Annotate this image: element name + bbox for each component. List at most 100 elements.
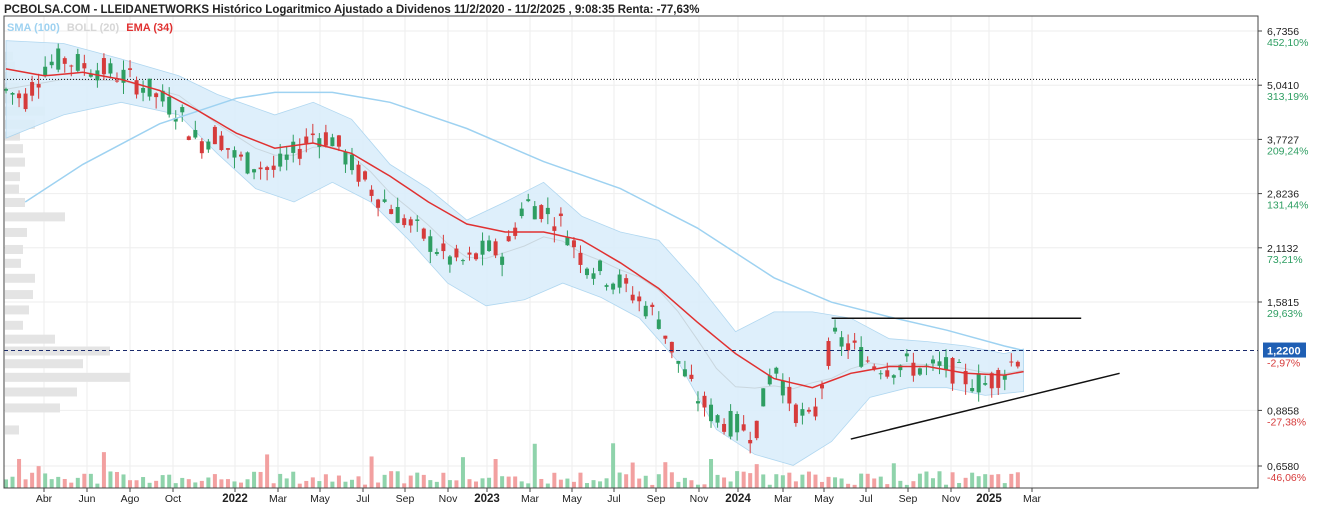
volume-profile-bar — [5, 212, 65, 222]
volume-bar — [891, 463, 896, 488]
current-price-box — [1263, 342, 1306, 358]
volume-bar — [4, 479, 8, 488]
volume-bar — [480, 478, 485, 488]
candle-body — [49, 61, 54, 66]
volume-profile-bar — [5, 346, 110, 356]
candle-body — [865, 360, 870, 362]
volume-bar — [904, 484, 909, 488]
volume-bar — [193, 482, 198, 488]
volume-bar — [382, 474, 387, 488]
volume-bar — [630, 462, 635, 488]
y-tick-price-label: 0,8858 — [1267, 405, 1299, 417]
volume-bar — [571, 481, 576, 488]
volume-bar — [1015, 472, 1020, 488]
volume-bar — [558, 479, 563, 488]
candle-body — [611, 283, 616, 290]
volume-bar — [363, 484, 368, 488]
volume-bar — [500, 476, 505, 488]
volume-profile-bar — [5, 273, 35, 283]
volume-bar — [852, 484, 857, 488]
volume-bar — [787, 472, 792, 488]
volume-profile-bar — [5, 258, 21, 268]
candle-body — [930, 359, 935, 364]
volume-bar — [434, 481, 439, 488]
candle-body — [167, 96, 172, 115]
x-tick-label: Mar — [521, 493, 540, 505]
candle-body — [754, 420, 759, 439]
volume-bar — [898, 480, 903, 488]
candle-body — [963, 371, 968, 385]
candle-body — [108, 63, 113, 74]
volume-profile-bar — [5, 320, 23, 330]
volume-bar — [278, 473, 283, 488]
candle-body — [643, 305, 648, 317]
candle-body — [245, 152, 250, 174]
candle-body — [239, 154, 244, 157]
candle-body — [23, 93, 28, 110]
volume-bar — [323, 474, 328, 488]
volume-bar — [519, 481, 524, 488]
candle-body — [180, 107, 185, 113]
volume-bar — [800, 474, 805, 488]
x-tick-label: Oct — [165, 493, 181, 505]
volume-bar — [310, 477, 315, 488]
volume-bar — [669, 472, 674, 488]
candle-body — [349, 154, 354, 171]
current-price-pct-label: -2,97% — [1267, 358, 1300, 370]
candle-body — [88, 74, 93, 77]
candle-body — [225, 148, 230, 150]
candle-body — [10, 92, 15, 95]
volume-profile-bar — [5, 387, 77, 397]
volume-bar — [121, 474, 126, 488]
volume-bar — [591, 480, 596, 488]
volume-bar — [56, 476, 61, 488]
candle-body — [134, 80, 139, 95]
candle-body — [767, 375, 772, 385]
candle-body — [761, 388, 766, 407]
volume-bar — [49, 479, 54, 488]
volume-bar — [780, 475, 785, 488]
candle-body — [558, 213, 563, 217]
volume-bar — [114, 471, 119, 488]
candle-body — [487, 240, 492, 252]
volume-bar — [996, 474, 1001, 488]
legend-sma[interactable]: SMA (100) — [7, 22, 60, 34]
volume-bar — [369, 456, 374, 488]
x-tick-label: Sep — [899, 493, 918, 505]
y-tick-price-label: 3,7727 — [1267, 134, 1299, 146]
chart-title: PCBOLSA.COM - LLEIDANETWORKS Histórico L… — [4, 4, 700, 16]
x-tick-label: 2022 — [222, 493, 248, 505]
candle-body — [911, 362, 916, 376]
y-tick-pct-label: 131,44% — [1267, 200, 1308, 212]
volume-profile-bar — [5, 157, 25, 167]
candle-body — [310, 133, 315, 136]
candle-body — [526, 199, 531, 202]
volume-bar — [989, 474, 994, 488]
candle-body — [591, 273, 596, 279]
volume-bar — [75, 477, 80, 488]
legend-ema[interactable]: EMA (34) — [126, 22, 173, 34]
volume-bar — [271, 483, 276, 488]
candle-body — [793, 404, 798, 424]
legend-boll[interactable]: BOLL (20) — [66, 22, 120, 34]
volume-bar — [552, 472, 557, 488]
volume-bar — [441, 472, 446, 488]
candle-body — [206, 141, 211, 150]
x-tick-label: Mar — [1023, 493, 1042, 505]
candle-body — [891, 375, 896, 378]
candle-body — [500, 256, 505, 265]
volume-bar — [225, 479, 230, 488]
volume-bar — [924, 471, 929, 488]
volume-bar — [36, 466, 41, 488]
volume-bar — [741, 471, 746, 488]
volume-bar — [813, 474, 818, 488]
volume-bar — [252, 471, 257, 488]
volume-bar — [950, 472, 955, 488]
candle-body — [787, 386, 792, 404]
volume-bar — [604, 478, 609, 488]
x-tick-label: Jul — [356, 493, 369, 505]
candle-body — [604, 285, 609, 287]
volume-profile-bar — [5, 197, 25, 207]
y-tick-price-label: 5,0410 — [1267, 80, 1299, 92]
